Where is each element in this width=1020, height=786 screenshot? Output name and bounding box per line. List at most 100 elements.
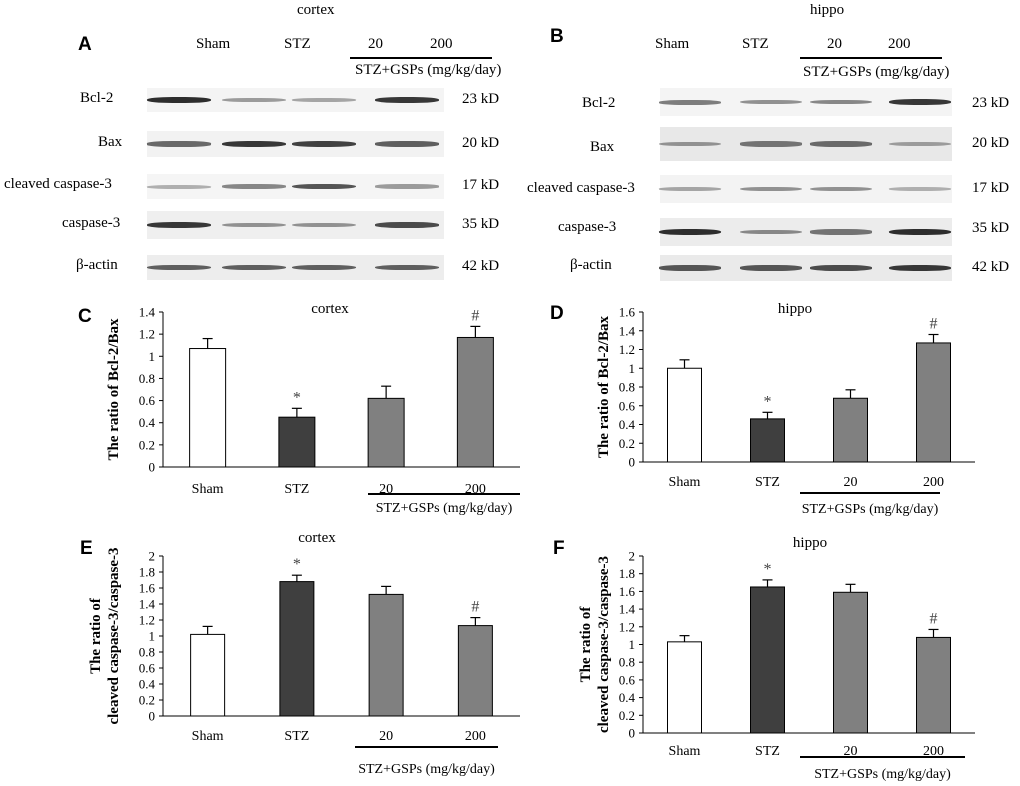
blot-band: [740, 141, 802, 147]
chart-f-y-tick-label: 1.6: [619, 584, 636, 599]
chart-d-category-label: Sham: [669, 475, 701, 490]
chart-f-y-tick-label: 0: [629, 726, 636, 741]
chart-d-category-label: 200: [923, 475, 944, 490]
blot-band: [222, 264, 286, 271]
blot-band: [740, 229, 802, 235]
blot-band: [810, 99, 872, 105]
chart-f-significance-mark: *: [764, 561, 772, 578]
chart-d-title: hippo: [778, 301, 812, 317]
chart-c-y-tick-label: 0.8: [139, 371, 155, 386]
chart-d-y-tick-label: 1.4: [619, 323, 636, 338]
chart-c-group-label: STZ+GSPs (mg/kg/day): [376, 501, 513, 516]
blot-band: [292, 222, 356, 228]
chart-e-bar: [279, 581, 315, 717]
chart-f-bar: [833, 591, 868, 734]
chart-e-y-tick-label: 0.6: [139, 661, 156, 676]
chart-e-bar: [190, 633, 226, 717]
blot-band: [147, 141, 211, 147]
chart-e-category-label: STZ: [284, 729, 309, 744]
blot-band: [375, 96, 439, 104]
blot-a-kd-label: 35 kD: [462, 216, 500, 232]
chart-f-category-label: 20: [844, 744, 858, 759]
blot-band: [147, 184, 211, 189]
panel-letter-b: B: [550, 26, 564, 47]
chart-e-y-tick-label: 0.4: [139, 677, 156, 692]
blot-band: [810, 229, 872, 235]
blot-band: [147, 221, 211, 229]
chart-f-y-tick-label: 0.4: [619, 690, 636, 705]
blot-a-row-label: Bax: [98, 134, 123, 150]
blot-band: [375, 184, 439, 189]
blot-band: [147, 96, 211, 104]
blot-b-lane-stz: STZ: [742, 36, 769, 52]
chart-e-y-tick-label: 2: [149, 549, 156, 564]
chart-e-y-tick-label: 1.6: [139, 581, 156, 596]
blot-b-group-label: STZ+GSPs (mg/kg/day): [803, 64, 950, 80]
blot-b-row-label: Bax: [590, 139, 615, 155]
chart-f-y-tick-label: 1.8: [619, 566, 635, 581]
chart-f-y-tick-label: 0.2: [619, 708, 635, 723]
chart-f-significance-mark: #: [930, 610, 938, 627]
blot-a-lane-sham: Sham: [196, 36, 231, 52]
chart-c-y-tick-label: 0: [149, 460, 156, 475]
chart-c-category-label: STZ: [284, 482, 309, 497]
chart-d-category-label: 20: [844, 475, 858, 490]
blot-band: [659, 141, 721, 147]
blot-band: [375, 222, 439, 228]
blot-band: [375, 264, 439, 271]
blot-a-lane-stz: STZ: [284, 36, 311, 52]
chart-e-significance-mark: #: [471, 599, 479, 616]
panel-letter-c: C: [78, 306, 92, 327]
chart-f-category-label: 200: [923, 744, 944, 759]
chart-f-bar: [916, 636, 951, 734]
panel-letter-d: D: [550, 303, 564, 324]
blot-band: [292, 140, 356, 148]
panel-letter-a: A: [78, 34, 92, 55]
chart-d-significance-mark: *: [764, 393, 772, 410]
chart-d-y-label: The ratio of Bcl-2/Bax: [596, 315, 612, 458]
chart-c-significance-mark: *: [293, 389, 301, 406]
blot-band: [659, 265, 721, 271]
blot-band: [810, 265, 872, 271]
chart-e-bar: [368, 593, 404, 717]
blot-band: [659, 228, 721, 236]
chart-c-y-label: The ratio of Bcl-2/Bax: [106, 318, 122, 461]
chart-c-y-tick-label: 1.2: [139, 327, 155, 342]
chart-e-y-tick-label: 0: [149, 709, 156, 724]
chart-f-y-tick-label: 1.4: [619, 602, 636, 617]
chart-f-category-label: STZ: [755, 744, 780, 759]
chart-d-y-tick-label: 1: [629, 361, 636, 376]
chart-c-bar: [456, 336, 494, 468]
blot-band: [222, 140, 286, 148]
chart-e-y-tick-label: 0.8: [139, 645, 155, 660]
blot-band: [810, 141, 872, 147]
chart-c-category-label: Sham: [192, 482, 224, 497]
chart-f-y-tick-label: 2: [629, 549, 636, 564]
chart-e-y-tick-label: 1.8: [139, 565, 155, 580]
chart-d-bar: [916, 342, 951, 463]
chart-e-y-tick-label: 1.2: [139, 613, 155, 628]
blot-b-row-label: caspase-3: [558, 219, 617, 235]
chart-c-y-tick-label: 1: [149, 349, 156, 364]
chart-e-category-label: Sham: [192, 729, 224, 744]
chart-d-group-label: STZ+GSPs (mg/kg/day): [802, 502, 939, 517]
chart-e-y-label: The ratio of: [88, 597, 104, 674]
chart-f-y-label: The ratio of: [578, 606, 594, 683]
chart-c-y-tick-label: 0.4: [139, 415, 156, 430]
chart-c-bar: [367, 397, 405, 468]
chart-c-bar: [189, 348, 227, 468]
blot-a-row-label: cleaved caspase-3: [4, 176, 112, 192]
blot-b-group-line: [800, 57, 942, 59]
chart-f-group-label: STZ+GSPs (mg/kg/day): [814, 767, 951, 782]
chart-c-title: cortex: [311, 301, 349, 317]
blot-b-kd-label: 35 kD: [972, 220, 1010, 236]
blot-band: [889, 98, 951, 106]
blot-b-kd-label: 42 kD: [972, 259, 1010, 275]
blot-band: [889, 228, 951, 236]
chart-d-y-tick-label: 0.8: [619, 380, 635, 395]
blot-band: [810, 186, 872, 192]
blot-band: [889, 264, 951, 272]
chart-e-significance-mark: *: [293, 556, 301, 573]
chart-f-bar: [750, 586, 785, 734]
blot-b-kd-label: 20 kD: [972, 135, 1010, 151]
